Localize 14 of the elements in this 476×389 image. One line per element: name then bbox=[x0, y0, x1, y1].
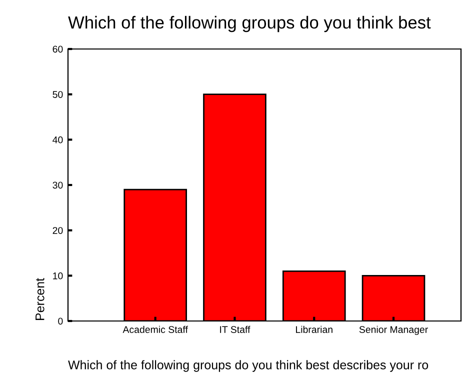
x-tick-label: Librarian bbox=[296, 326, 332, 333]
y-tick-label: 30 bbox=[52, 182, 63, 189]
x-axis-title: Which of the following groups do you think best describes your ro bbox=[68, 360, 428, 372]
x-tick-label: Academic Staff bbox=[122, 326, 188, 333]
x-tick-label: Senior Manager bbox=[359, 326, 428, 335]
y-tick-label: 40 bbox=[52, 136, 63, 144]
y-axis-title: Percent bbox=[36, 278, 44, 320]
y-tick-label: 50 bbox=[52, 91, 63, 98]
chart-title: Which of the following groups do you think best bbox=[68, 16, 431, 32]
x-tick-label: IT Staff bbox=[220, 326, 250, 333]
y-tick-label: 60 bbox=[52, 46, 63, 53]
y-tick-label: 20 bbox=[52, 227, 63, 234]
y-tick-label: 10 bbox=[53, 272, 63, 280]
y-tick-label: 0 bbox=[58, 318, 63, 325]
